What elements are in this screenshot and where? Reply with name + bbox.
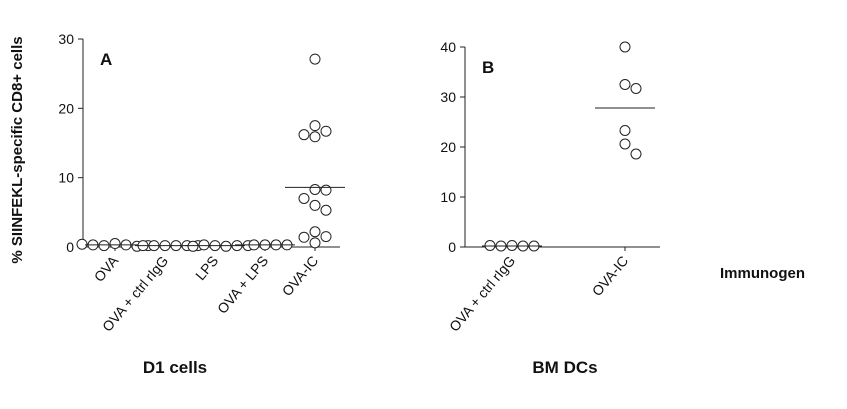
data-point xyxy=(320,125,332,137)
y-tick-label: 20 xyxy=(440,139,456,155)
data-point xyxy=(187,240,199,252)
data-point xyxy=(619,138,631,150)
y-tick-label: 10 xyxy=(58,170,74,186)
data-point xyxy=(630,148,642,160)
data-point xyxy=(619,79,631,90)
x-tick-label: OVA + LPS xyxy=(214,253,271,317)
data-point xyxy=(619,41,631,53)
data-point xyxy=(619,125,631,136)
data-point xyxy=(320,204,332,216)
data-point xyxy=(309,237,321,249)
data-point xyxy=(76,238,88,250)
data-point xyxy=(298,192,310,204)
data-point xyxy=(198,239,210,251)
data-point xyxy=(320,231,332,243)
data-point xyxy=(309,131,321,143)
panel-caption: D1 cells xyxy=(143,358,207,377)
x-tick-label: LPS xyxy=(192,253,221,284)
y-tick-label: 20 xyxy=(58,100,74,116)
y-tick-label: 0 xyxy=(66,239,74,255)
data-point xyxy=(309,199,321,211)
y-tick-label: 40 xyxy=(440,39,456,55)
x-tick-label: OVA-IC xyxy=(589,253,632,299)
data-point xyxy=(298,129,310,141)
data-point xyxy=(309,120,321,132)
data-point xyxy=(309,226,321,238)
panel-label: B xyxy=(482,58,494,77)
panel-label: A xyxy=(100,50,112,69)
data-point xyxy=(220,240,232,252)
y-tick-label: 0 xyxy=(448,239,456,255)
x-tick-label: OVA + ctrl rIgG xyxy=(446,253,518,335)
data-point xyxy=(109,238,121,250)
x-tick-label: OVA-IC xyxy=(279,253,322,299)
data-point xyxy=(320,184,332,196)
y-tick-label: 10 xyxy=(440,189,456,205)
data-point xyxy=(98,240,110,252)
panel-caption: BM DCs xyxy=(532,358,597,377)
y-tick-label: 30 xyxy=(58,31,74,47)
x-tick-label: OVA xyxy=(91,252,122,285)
y-tick-label: 30 xyxy=(440,89,456,105)
data-point xyxy=(309,183,321,195)
x-axis-label: Immunogen xyxy=(720,265,805,282)
data-point xyxy=(298,231,310,243)
y-axis-label: % SIINFEKL-specific CD8+ cells xyxy=(9,36,26,263)
data-point xyxy=(309,53,321,65)
data-point xyxy=(630,83,642,94)
